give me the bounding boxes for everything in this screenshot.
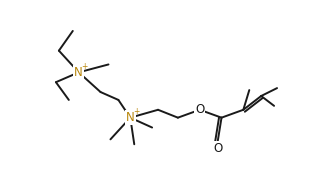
Text: +: + [133,107,140,116]
Text: +: + [82,62,88,71]
Text: O: O [213,142,222,155]
Text: O: O [195,103,204,116]
Text: N: N [126,111,135,124]
Text: N: N [74,66,83,79]
